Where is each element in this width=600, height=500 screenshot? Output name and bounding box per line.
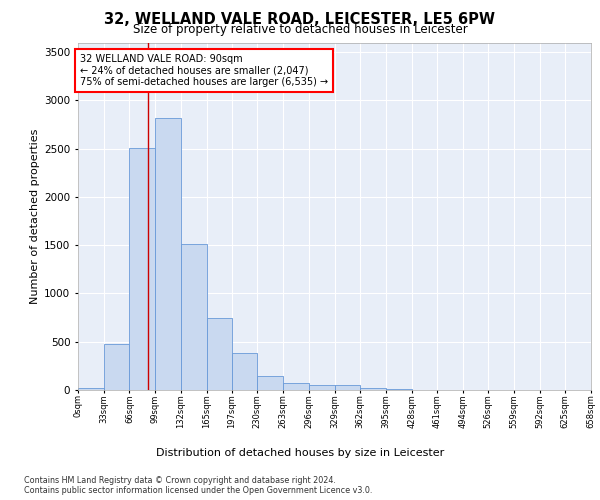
Bar: [232, 354, 257, 390]
Bar: [206, 318, 232, 390]
Bar: [104, 344, 130, 390]
Text: 32, WELLAND VALE ROAD, LEICESTER, LE5 6PW: 32, WELLAND VALE ROAD, LEICESTER, LE5 6P…: [104, 12, 496, 26]
Bar: [130, 148, 155, 390]
Bar: [78, 388, 104, 390]
Text: Distribution of detached houses by size in Leicester: Distribution of detached houses by size …: [156, 448, 444, 458]
Text: Contains HM Land Registry data © Crown copyright and database right 2024.: Contains HM Land Registry data © Crown c…: [24, 476, 336, 485]
Y-axis label: Number of detached properties: Number of detached properties: [30, 128, 40, 304]
Bar: [283, 383, 309, 390]
Bar: [386, 388, 412, 390]
Bar: [257, 376, 283, 390]
Bar: [360, 388, 386, 390]
Bar: [335, 385, 360, 390]
Bar: [181, 244, 206, 390]
Bar: [155, 118, 181, 390]
Text: 32 WELLAND VALE ROAD: 90sqm
← 24% of detached houses are smaller (2,047)
75% of : 32 WELLAND VALE ROAD: 90sqm ← 24% of det…: [80, 54, 328, 88]
Text: Contains public sector information licensed under the Open Government Licence v3: Contains public sector information licen…: [24, 486, 373, 495]
Text: Size of property relative to detached houses in Leicester: Size of property relative to detached ho…: [133, 22, 467, 36]
Bar: [309, 385, 335, 390]
